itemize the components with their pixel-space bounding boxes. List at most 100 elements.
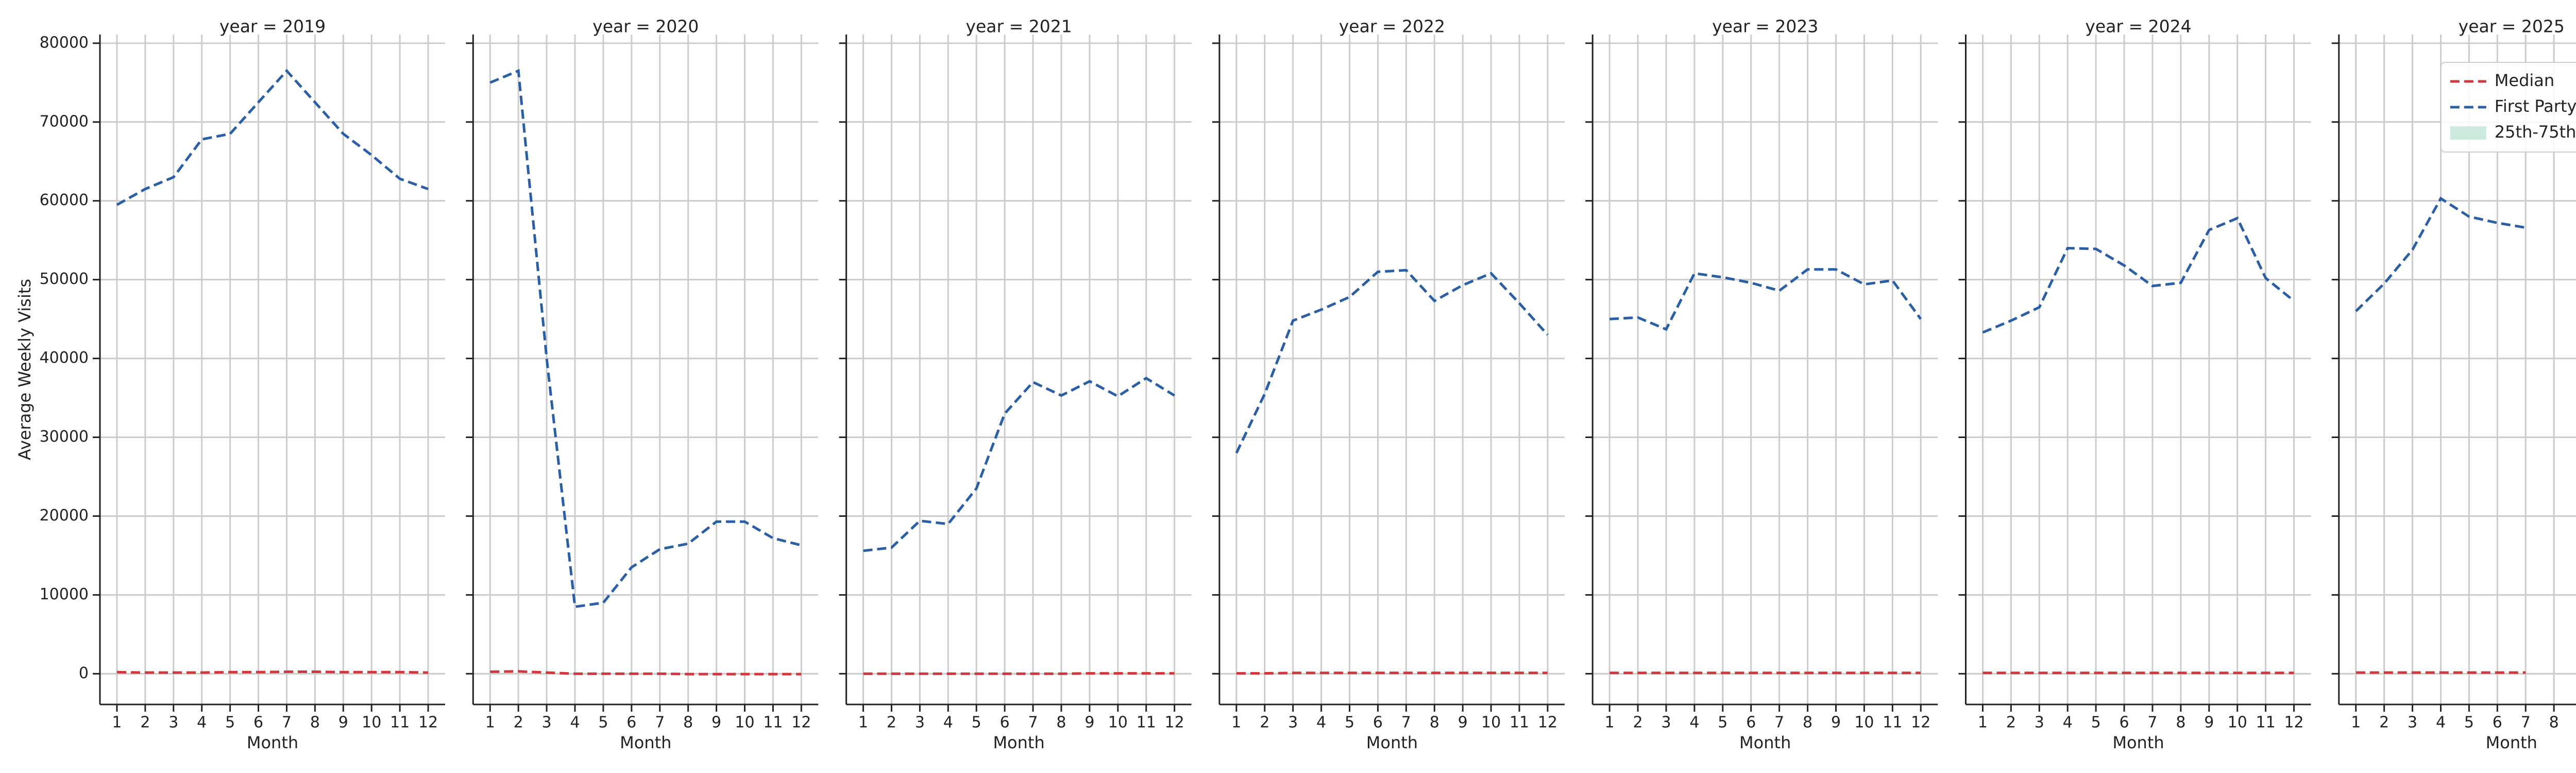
x-tick-label: 12	[791, 714, 811, 732]
x-tick-label: 5	[1345, 714, 1354, 732]
x-tick-label: 11	[390, 714, 410, 732]
y-tick-label: 0	[79, 664, 89, 682]
x-tick-label: 10	[1108, 714, 1128, 732]
y-tick-label: 80000	[40, 33, 89, 52]
x-tick-label: 1	[1231, 714, 1241, 732]
x-tick-label: 7	[655, 714, 665, 732]
x-tick-label: 8	[1803, 714, 1812, 732]
x-tick-label: 9	[711, 714, 721, 732]
series-line	[1982, 216, 2295, 334]
x-axis-label: Month	[2486, 733, 2537, 752]
panel-title: year = 2021	[965, 16, 1072, 37]
y-tick-label: 20000	[40, 507, 89, 525]
x-tick-label: 11	[2256, 714, 2276, 732]
legend: Median First Party Median 25th-75th Percen…	[2440, 62, 2576, 153]
x-tick-label: 12	[1911, 714, 1930, 732]
x-tick-label: 12	[1165, 714, 1184, 732]
x-tick-label: 8	[683, 714, 693, 732]
x-tick-label: 12	[418, 714, 438, 732]
x-tick-label: 7	[2521, 714, 2531, 732]
x-tick-label: 7	[2147, 714, 2157, 732]
series-line	[1609, 268, 1922, 331]
x-tick-label: 12	[1538, 714, 1557, 732]
legend-swatch	[2450, 126, 2486, 140]
x-tick-label: 1	[1605, 714, 1615, 732]
x-tick-label: 1	[1978, 714, 1988, 732]
x-tick-label: 8	[2549, 714, 2559, 732]
x-axis-label: Month	[247, 733, 298, 752]
x-axis-label: Month	[2112, 733, 2164, 752]
x-tick-label: 10	[1481, 714, 1501, 732]
x-tick-label: 3	[2408, 714, 2417, 732]
series-line	[1235, 268, 1549, 454]
x-tick-label: 7	[282, 714, 292, 732]
series-line	[490, 670, 802, 676]
legend-label: 25th-75th Percentile	[2495, 122, 2576, 142]
x-tick-label: 8	[1430, 714, 1439, 732]
x-tick-label: 7	[1774, 714, 1784, 732]
x-tick-label: 6	[1746, 714, 1756, 732]
y-tick-label: 50000	[40, 270, 89, 288]
x-tick-label: 6	[1000, 714, 1010, 732]
x-tick-label: 10	[735, 714, 754, 732]
x-tick-label: 3	[915, 714, 925, 732]
x-tick-label: 8	[2176, 714, 2185, 732]
series-line	[116, 670, 429, 674]
x-tick-label: 6	[2493, 714, 2502, 732]
x-axis-label: Month	[993, 733, 1044, 752]
y-tick-label: 30000	[40, 428, 89, 446]
x-tick-label: 1	[485, 714, 495, 732]
panel-title: year = 2020	[592, 16, 699, 37]
x-tick-label: 6	[1373, 714, 1383, 732]
x-tick-label: 2	[1260, 714, 1269, 732]
x-tick-label: 3	[168, 714, 178, 732]
x-tick-label: 9	[1831, 714, 1841, 732]
series-line	[2355, 196, 2526, 312]
y-tick-label: 10000	[40, 585, 89, 603]
panel-title: year = 2019	[219, 16, 326, 37]
x-tick-label: 4	[197, 714, 207, 732]
x-tick-label: 5	[598, 714, 608, 732]
x-tick-label: 4	[2436, 714, 2446, 732]
x-tick-label: 4	[1316, 714, 1326, 732]
x-tick-label: 5	[1718, 714, 1727, 732]
x-tick-label: 9	[2204, 714, 2214, 732]
x-tick-label: 9	[338, 714, 348, 732]
series-line	[1236, 671, 1548, 675]
panel-title: year = 2024	[2085, 16, 2191, 37]
x-tick-label: 5	[225, 714, 235, 732]
x-tick-label: 1	[112, 714, 122, 732]
x-tick-label: 11	[1510, 714, 1529, 732]
x-tick-label: 7	[1401, 714, 1411, 732]
x-axis-label: Month	[620, 733, 671, 752]
y-tick-label: 60000	[40, 191, 89, 209]
x-tick-label: 10	[362, 714, 381, 732]
x-tick-label: 8	[1056, 714, 1066, 732]
x-tick-label: 4	[1689, 714, 1699, 732]
panel-title: year = 2022	[1339, 16, 1445, 37]
x-tick-label: 2	[514, 714, 523, 732]
x-tick-label: 12	[2284, 714, 2303, 732]
y-tick-label: 40000	[40, 349, 89, 367]
x-tick-label: 10	[1854, 714, 1874, 732]
x-tick-label: 4	[570, 714, 580, 732]
x-tick-label: 2	[2006, 714, 2016, 732]
x-tick-label: 7	[1028, 714, 1038, 732]
x-tick-label: 10	[2228, 714, 2247, 732]
x-tick-label: 2	[1633, 714, 1643, 732]
x-tick-label: 11	[1137, 714, 1156, 732]
x-tick-label: 11	[1883, 714, 1902, 732]
x-tick-label: 3	[1661, 714, 1671, 732]
x-axis-label: Month	[1739, 733, 1791, 752]
series-line	[863, 376, 1175, 552]
legend-label: First Party Median	[2495, 96, 2576, 116]
series-line	[489, 69, 802, 609]
x-tick-label: 1	[2351, 714, 2361, 732]
x-tick-label: 11	[763, 714, 783, 732]
x-tick-label: 6	[2119, 714, 2129, 732]
x-tick-label: 6	[253, 714, 263, 732]
x-tick-label: 4	[2063, 714, 2073, 732]
x-tick-label: 9	[1458, 714, 1468, 732]
x-tick-label: 3	[2035, 714, 2044, 732]
